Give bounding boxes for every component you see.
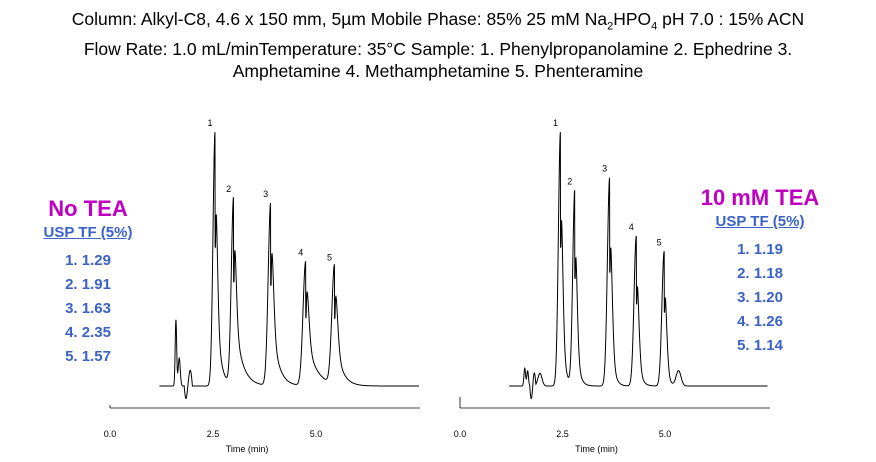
- tf-value: 1. 1.19: [737, 241, 783, 258]
- tea-title: 10 mM TEA: [700, 185, 820, 210]
- x-tick-label: 0.0: [104, 429, 117, 439]
- no-tea-tf-list: 1. 1.29 2. 1.91 3. 1.63 4. 2.35 5. 1.57: [65, 249, 111, 369]
- peak-label: 4: [298, 248, 303, 258]
- x-tick-label: 2.5: [207, 429, 220, 439]
- x-tick-label: 2.5: [556, 429, 569, 439]
- x-tick-label: 5.0: [659, 429, 672, 439]
- tf-value: 2. 1.91: [65, 276, 111, 293]
- no-tea-label-block: No TEA USP TF (5%) 1. 1.29 2. 1.91 3. 1.…: [18, 196, 158, 369]
- tf-value: 4. 1.26: [737, 313, 783, 330]
- peak-label: 1: [208, 118, 213, 128]
- tf-value: 3. 1.20: [737, 289, 783, 306]
- method-header: Column: Alkyl-C8, 4.6 x 150 mm, 5µm Mobi…: [0, 8, 876, 82]
- x-axis-label: Time (min): [226, 444, 269, 454]
- chromatogram-trace: [159, 132, 419, 400]
- x-tick-label: 5.0: [310, 429, 323, 439]
- header-line-2: Flow Rate: 1.0 mL/minTemperature: 35°C S…: [83, 38, 793, 59]
- tf-value: 5. 1.57: [65, 348, 111, 365]
- header-line-1: Column: Alkyl-C8, 4.6 x 150 mm, 5µm Mobi…: [71, 9, 805, 33]
- tf-value: 2. 1.18: [737, 265, 783, 282]
- peak-label: 2: [226, 184, 231, 194]
- tf-value: 1. 1.29: [65, 252, 111, 269]
- tea-tf-list: 1. 1.19 2. 1.18 3. 1.20 4. 1.26 5. 1.14: [737, 238, 783, 358]
- tea-label-block: 10 mM TEA USP TF (5%) 1. 1.19 2. 1.18 3.…: [680, 185, 840, 358]
- peak-label: 2: [567, 176, 572, 186]
- peak-label: 3: [263, 189, 268, 199]
- x-tick-label: 0.0: [454, 429, 467, 439]
- no-tea-title: No TEA: [48, 196, 128, 221]
- tf-value: 5. 1.14: [737, 337, 783, 354]
- peak-label: 4: [629, 222, 634, 232]
- no-tea-tf-header: USP TF (5%): [43, 224, 133, 241]
- peak-label: 1: [553, 118, 558, 128]
- tf-value: 4. 2.35: [65, 324, 111, 341]
- peak-label: 5: [327, 253, 332, 263]
- header-line-3: Amphetamine 4. Methamphetamine 5. Phente…: [232, 60, 644, 81]
- tf-value: 3. 1.63: [65, 300, 111, 317]
- x-axis-label: Time (min): [575, 444, 618, 454]
- tea-tf-header: USP TF (5%): [715, 213, 805, 230]
- peak-label: 5: [657, 237, 662, 247]
- chromatogram-trace: [509, 132, 768, 400]
- peak-label: 3: [602, 164, 607, 174]
